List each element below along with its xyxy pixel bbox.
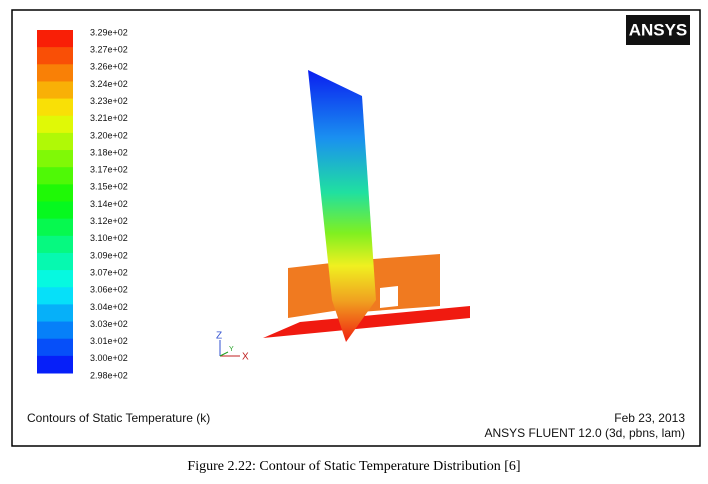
colorbar-swatch [37,47,73,65]
fin [308,70,376,342]
colorbar-label: 3.06e+02 [90,285,128,295]
axis-y [219,351,229,357]
colorbar-swatch [37,115,73,134]
colorbar-label: 3.00e+02 [90,353,128,363]
date: Feb 23, 2013 [614,411,685,425]
axis-y-label: Y [229,346,234,353]
colorbar-label: 3.26e+02 [90,62,128,72]
colorbar-label: 3.27e+02 [90,45,128,55]
colorbar-label: 3.07e+02 [90,267,128,277]
colorbar: 3.29e+02 3.27e+02 3.26e+02 3.24e+02 3.23e+02… [37,27,128,380]
caption: Figure 2.22: Contour of Static Temperatu… [187,459,520,474]
colorbar-swatch [37,321,73,340]
colorbar-label: 3.09e+02 [90,250,128,260]
block-hole [380,286,398,308]
colorbar-swatch [37,287,73,305]
colorbar-swatch [37,201,73,220]
colorbar-swatch [37,235,73,254]
colorbar-label: 3.29e+02 [90,27,128,37]
colorbar-label: 3.23e+02 [90,96,128,106]
plot-title: Contours of Static Temperature (k) [27,411,210,425]
colorbar-label: 3.10e+02 [90,233,128,243]
colorbar-label: 3.12e+02 [90,216,128,226]
colorbar-swatch [37,150,73,168]
software: ANSYS FLUENT 12.0 (3d, pbns, lam) [484,426,685,440]
colorbar-label: 3.03e+02 [90,319,128,329]
colorbar-label: 3.20e+02 [90,130,128,140]
colorbar-swatch [37,270,73,288]
block-left [288,262,340,318]
colorbar-swatch [37,252,73,271]
colorbar-swatch [37,81,73,100]
colorbar-label: 3.24e+02 [90,79,128,89]
colorbar-swatch [37,30,73,48]
colorbar-label: 3.18e+02 [90,147,128,157]
colorbar-label: 3.15e+02 [90,182,128,192]
logo-box [626,15,690,45]
colorbar-label: 2.98e+02 [90,370,128,380]
colorbar-label: 3.21e+02 [90,113,128,123]
logo: ANSYS [629,20,688,39]
colorbar-swatch [37,184,73,202]
colorbar-label: 3.17e+02 [90,165,128,175]
colorbar-swatch [37,64,73,82]
colorbar-swatch [37,98,73,117]
colorbar-swatch [37,218,73,237]
colorbar-label: 3.01e+02 [90,336,128,346]
colorbar-swatch [37,355,73,374]
axis-x-label: X [242,352,249,363]
colorbar-swatch [37,132,73,151]
colorbar-swatch [37,304,73,323]
axis-z-label: Z [216,331,222,342]
base-plate [263,306,470,338]
colorbar-swatch [37,167,73,185]
colorbar-label: 3.14e+02 [90,199,128,209]
colorbar-swatch [37,338,73,357]
colorbar-label: 3.04e+02 [90,302,128,312]
